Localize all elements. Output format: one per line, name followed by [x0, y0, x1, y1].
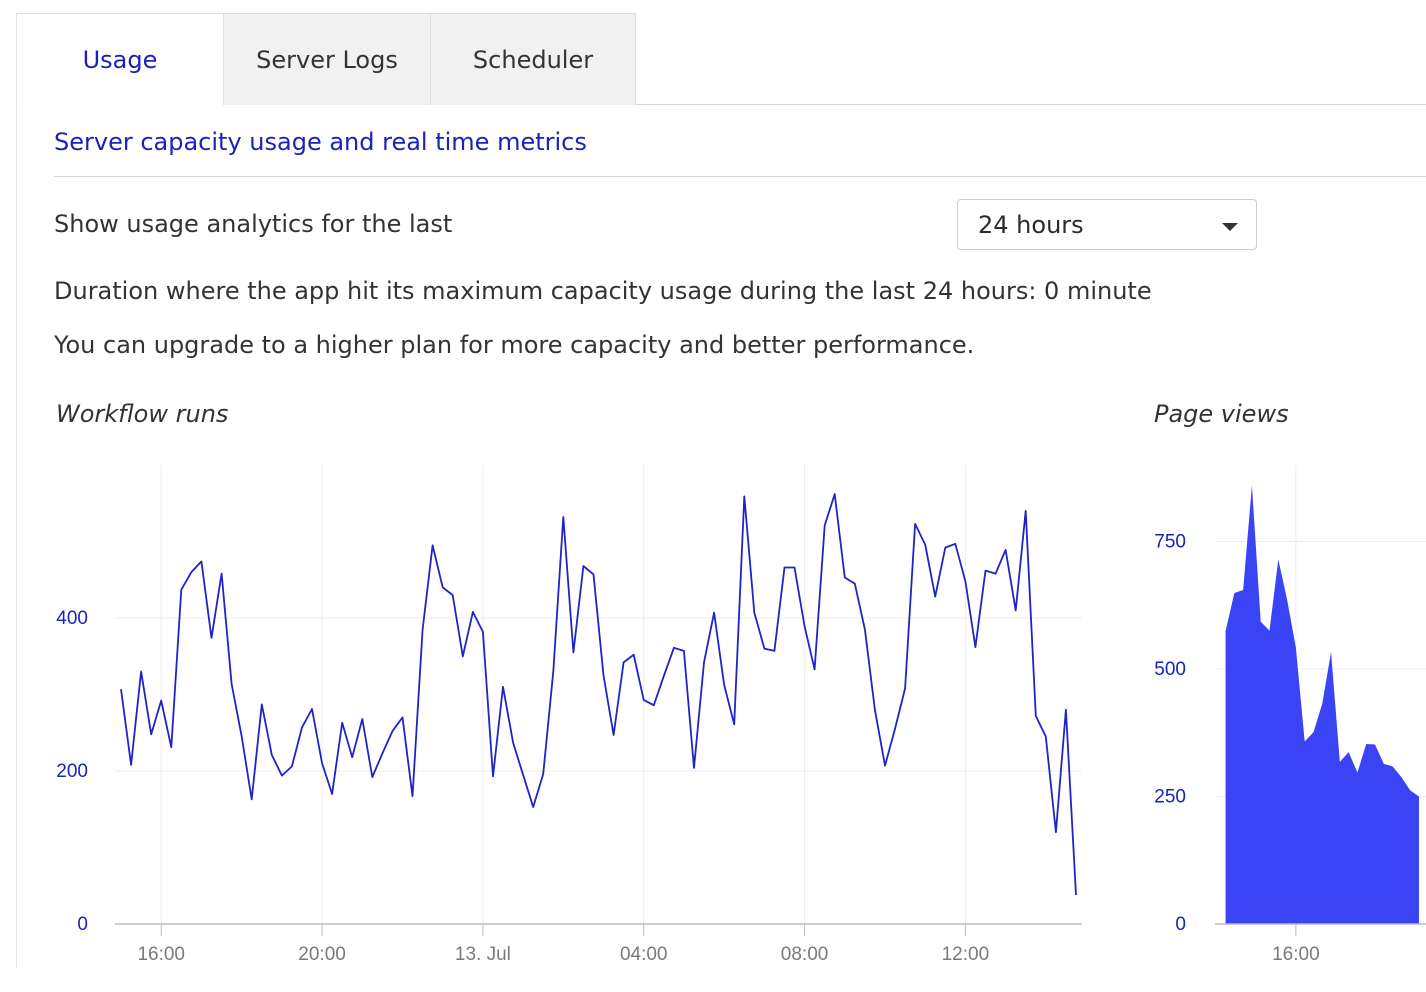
page-views-chart: 0 250 500 750 16:00 [1154, 465, 1426, 965]
x-tick-label: 16:00 [1272, 944, 1320, 965]
panel-left-border [16, 105, 17, 968]
tab-usage[interactable]: Usage [16, 13, 223, 105]
section-subtitle: Server capacity usage and real time metr… [54, 128, 587, 156]
range-select-value: 24 hours [978, 210, 1084, 239]
x-tick-label: 13. Jul [455, 944, 511, 965]
upgrade-hint-text: You can upgrade to a higher plan for mor… [54, 331, 975, 359]
x-tick-label: 12:00 [942, 944, 990, 965]
x-tick-label: 16:00 [137, 944, 185, 965]
range-label: Show usage analytics for the last [54, 210, 453, 238]
max-capacity-duration-text: Duration where the app hit its maximum c… [54, 277, 1152, 305]
x-tick-label: 04:00 [620, 944, 668, 965]
range-select[interactable]: 24 hours [957, 199, 1257, 250]
y-tick-label: 0 [77, 914, 88, 935]
section-divider [54, 176, 1426, 177]
page-views-area [1225, 485, 1419, 924]
tab-bar: Usage Server Logs Scheduler [16, 13, 1426, 105]
y-tick-label: 0 [1175, 914, 1186, 935]
y-tick-label: 250 [1154, 787, 1186, 808]
y-tick-label: 500 [1154, 659, 1186, 680]
x-tick-label: 08:00 [781, 944, 829, 965]
y-tick-label: 200 [56, 761, 88, 782]
tab-scheduler[interactable]: Scheduler [430, 13, 636, 105]
y-tick-label: 750 [1154, 532, 1186, 553]
chevron-down-icon [1222, 223, 1238, 231]
tab-server-logs[interactable]: Server Logs [223, 13, 431, 105]
page-views-title: Page views [1154, 400, 1289, 428]
workflow-runs-chart: 0 200 400 16:00 20:00 13. Jul 04:00 08:00 12:00 [56, 465, 1082, 965]
tab-baseline-divider [636, 104, 1426, 105]
x-tick-label: 20:00 [298, 944, 346, 965]
workflow-runs-title: Workflow runs [56, 400, 229, 428]
y-tick-label: 400 [56, 608, 88, 629]
workflow-runs-line [120, 493, 1077, 895]
